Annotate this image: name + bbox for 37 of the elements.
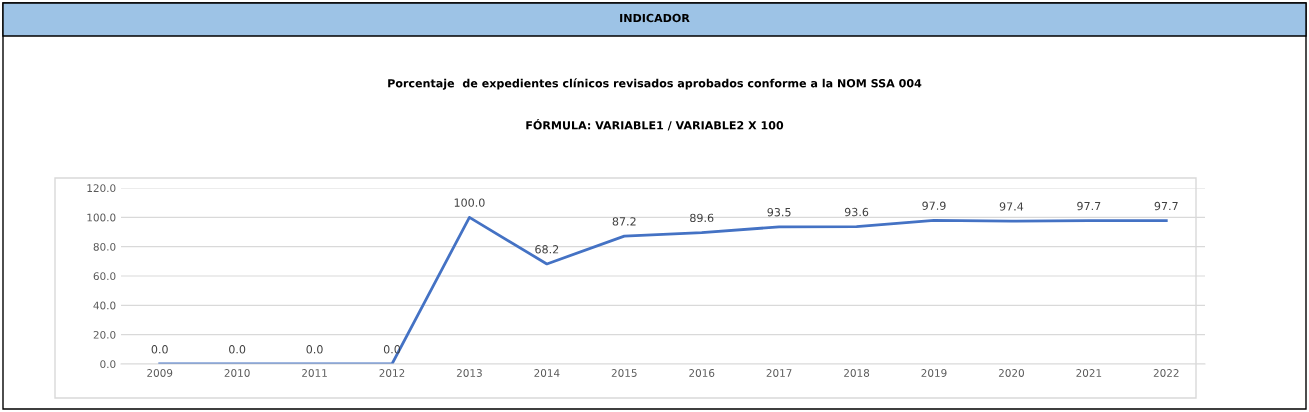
data-label: 97.9	[922, 201, 946, 210]
data-label: 0.0	[306, 345, 323, 354]
data-label: 93.6	[844, 207, 869, 217]
y-tick-label: 100.0	[87, 213, 116, 222]
y-tick-label: 60.0	[93, 272, 116, 281]
data-label: 100.0	[454, 198, 485, 207]
x-tick-label: 2009	[147, 369, 173, 377]
data-label: 97.4	[999, 202, 1024, 211]
x-tick-label: 2011	[302, 369, 327, 377]
y-tick-label: 0.0	[100, 360, 116, 369]
y-tick-label: 20.0	[93, 330, 116, 339]
x-tick-label: 2014	[534, 369, 560, 377]
data-label: 0.0	[229, 345, 246, 354]
x-tick-label: 2013	[456, 369, 482, 377]
x-tick-label: 2019	[921, 369, 947, 377]
x-tick-label: 2017	[766, 369, 792, 377]
y-tick-label: 80.0	[93, 242, 116, 251]
x-tick-label: 2010	[224, 369, 250, 377]
y-tick-label: 120.0	[87, 184, 116, 193]
chart-title: INDICADOR	[620, 13, 690, 23]
data-label: 87.2	[612, 217, 636, 226]
x-tick-label: 2021	[1076, 369, 1102, 377]
x-tick-label: 2012	[379, 369, 405, 377]
data-label: 97.7	[1154, 201, 1178, 211]
data-label: 68.2	[535, 245, 559, 254]
chart-subtitle: Porcentaje de expedientes clínicos revisados aprobados conforme a la NOM SSA 004	[388, 78, 922, 90]
text: FÓRMULA: VARIABLE1 / VARIABLE2 X 100	[526, 119, 784, 131]
x-tick-label: 2022	[1153, 369, 1179, 377]
y-tick-label: 40.0	[93, 301, 116, 310]
x-tick-label: 2018	[844, 369, 870, 377]
data-label: 89.6	[690, 213, 714, 223]
x-tick-label: 2020	[998, 369, 1024, 377]
data-label: 93.5	[767, 207, 791, 217]
x-tick-label: 2015	[611, 369, 637, 377]
data-label: 97.7	[1077, 201, 1101, 211]
x-tick-label: 2016	[689, 369, 715, 377]
data-label: 0.0	[151, 345, 168, 354]
